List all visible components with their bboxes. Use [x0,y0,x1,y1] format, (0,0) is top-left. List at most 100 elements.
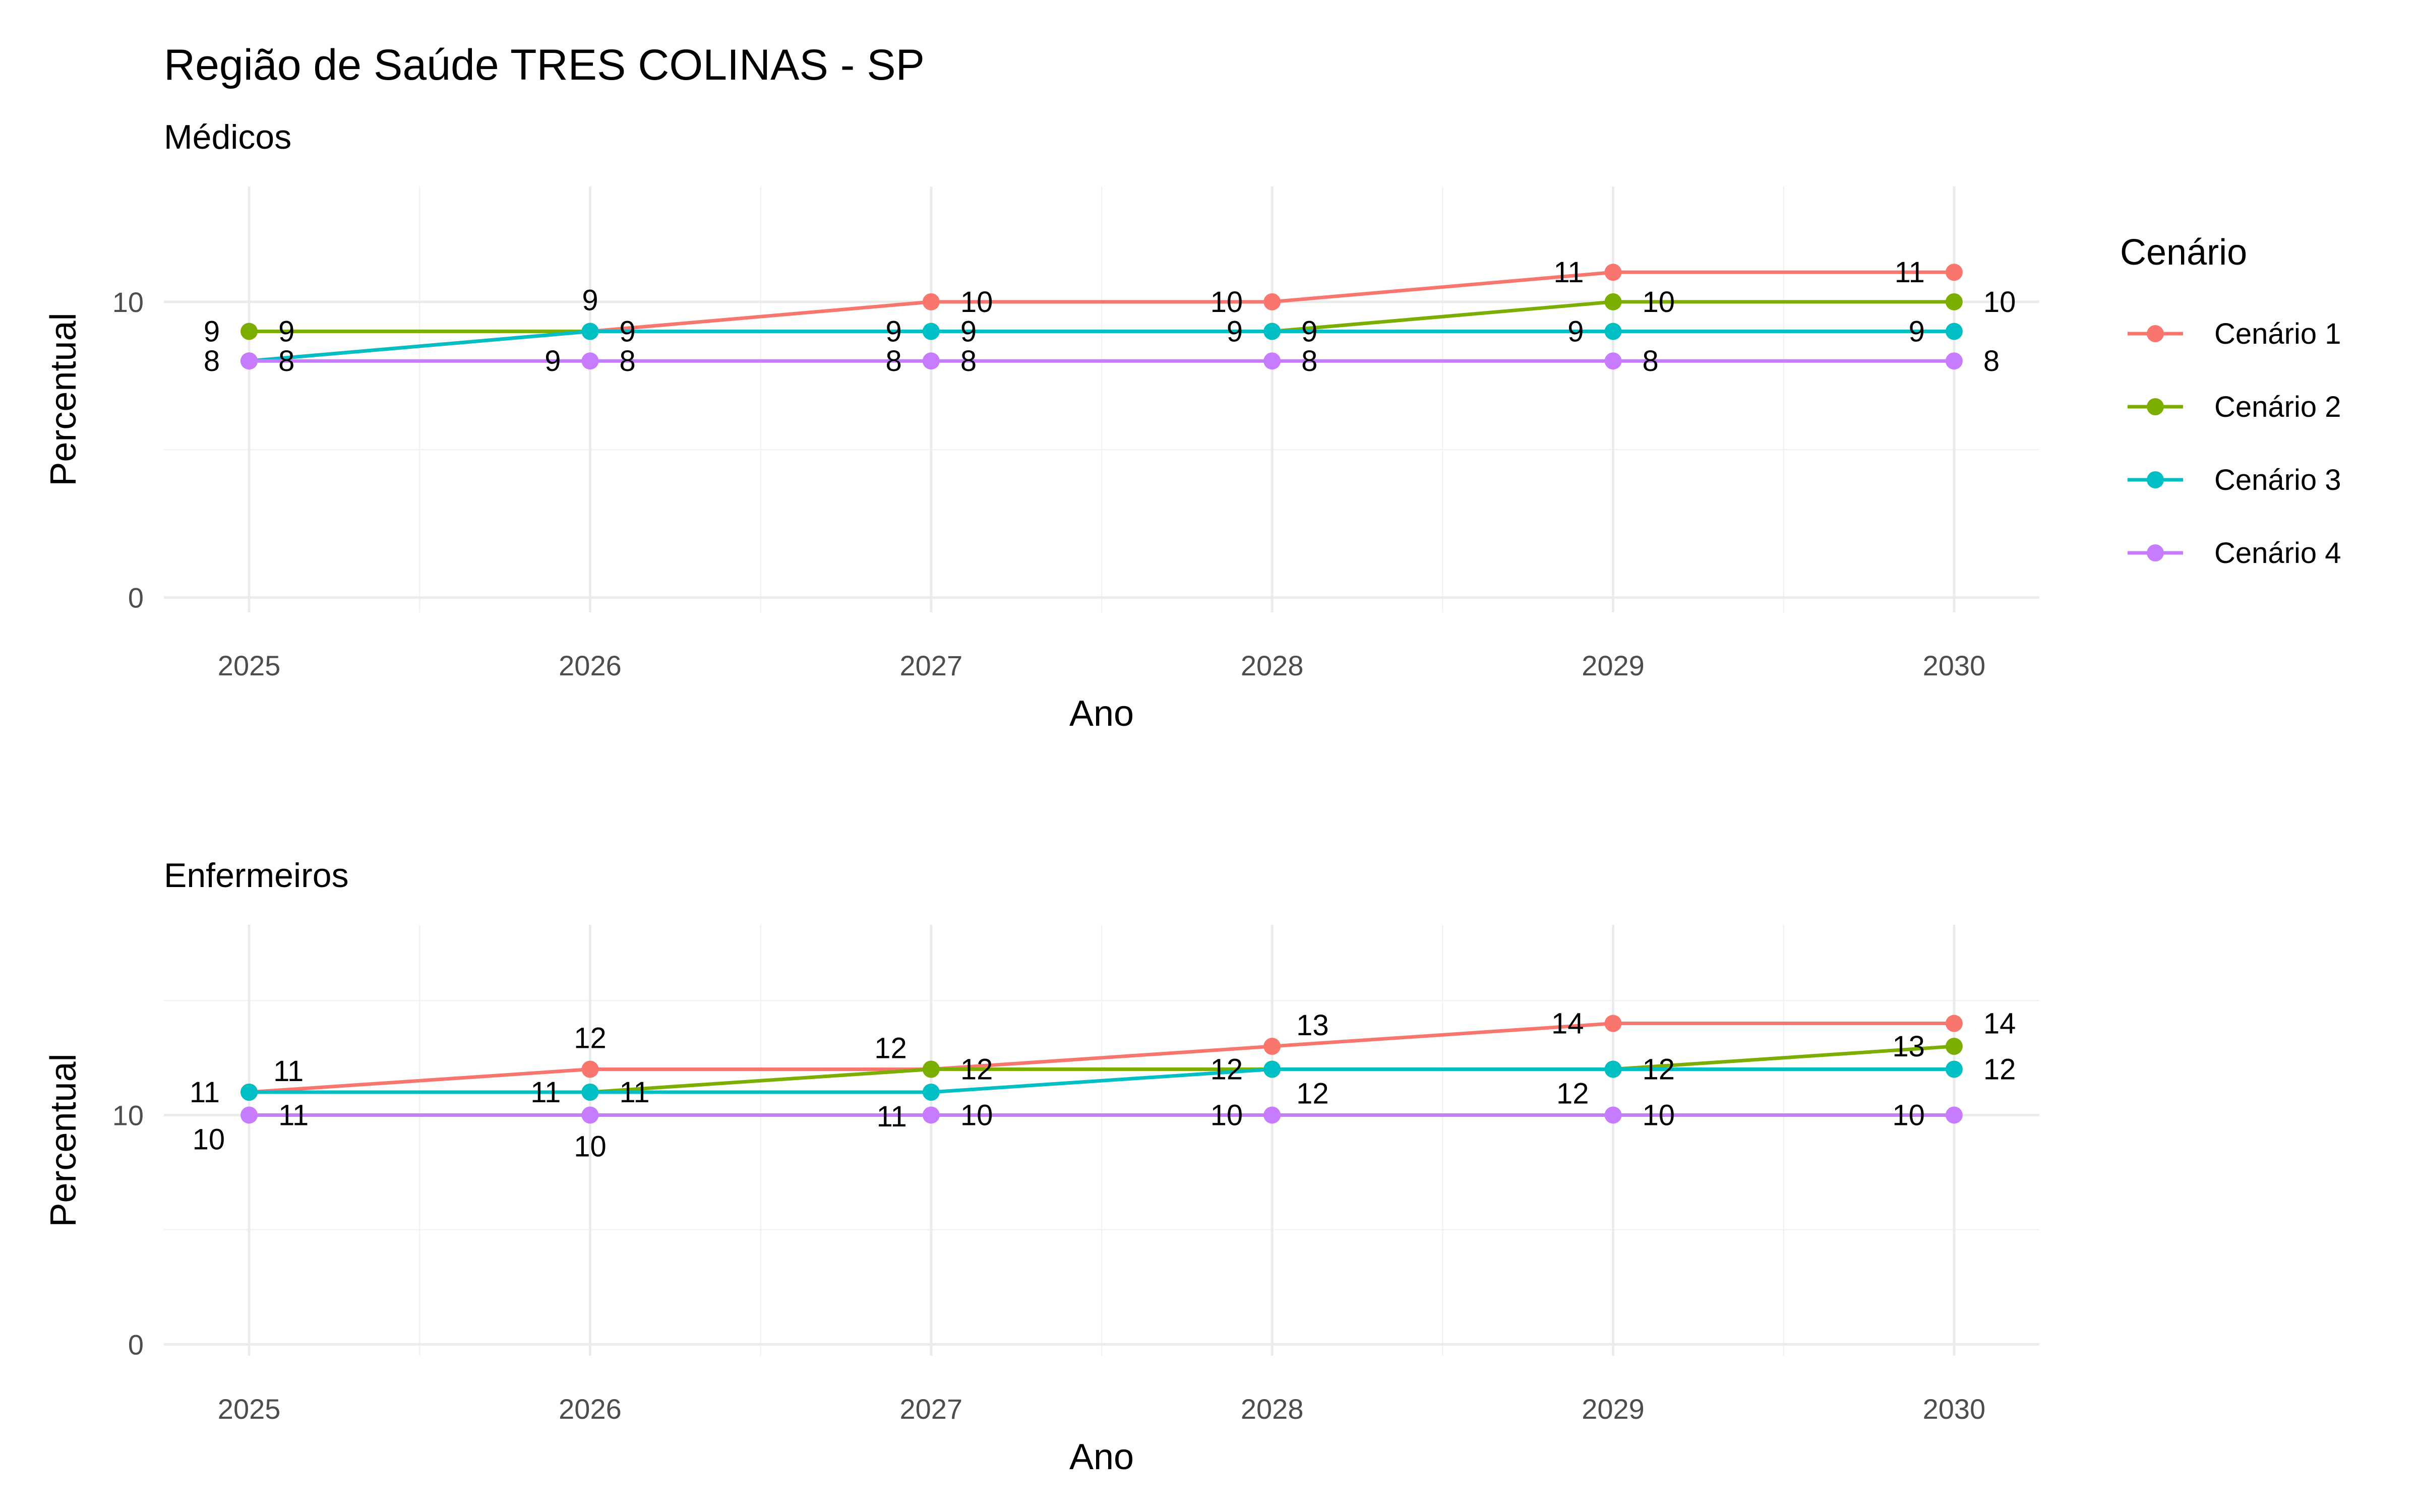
data-point [1604,1060,1622,1078]
x-tick-label: 2028 [1241,1393,1304,1425]
data-point [1945,1060,1963,1078]
data-label: 10 [1211,1099,1243,1131]
data-point [240,323,258,340]
data-label: 9 [1909,316,1925,348]
data-label: 9 [544,345,561,377]
x-tick-label: 2026 [559,1393,622,1425]
x-axis-title: Ano [1069,1437,1134,1477]
data-point [1945,1038,1963,1055]
data-point [1604,293,1622,310]
panel-1: Médicos 0 10 2025 2026 2027 2028 2029 2030 Ano Per… [43,118,2039,734]
panel-subtitle: Médicos [164,118,291,156]
data-label: 12 [1643,1053,1675,1086]
data-label: 8 [1301,345,1317,377]
data-label: 9 [1227,316,1243,348]
series-4 [240,352,1963,370]
data-label: 12 [1296,1078,1329,1110]
data-point [922,1083,940,1101]
data-point [240,1106,258,1124]
legend-key-point [2147,544,2164,561]
y-axis-title: Percentual [43,312,84,486]
data-label: 12 [574,1022,607,1055]
data-label: 8 [1643,345,1659,377]
data-label: 9 [204,316,220,348]
data-labels: 11 11 10 11 12 11 11 10 12 12 11 10 13 12 12 10 14 12 12 10… [190,1007,2016,1163]
data-point [1263,352,1281,370]
data-label: 11 [278,1099,309,1131]
data-point [581,1083,599,1101]
data-label: 14 [1551,1007,1584,1040]
data-label: 10 [1211,286,1243,319]
data-point [1945,352,1963,370]
series-4 [240,1106,1963,1124]
series-line [249,1067,1954,1094]
data-label: 10 [1892,1099,1925,1131]
data-point [1945,293,1963,310]
data-label: 12 [1983,1053,2016,1086]
legend-label: Cenário 1 [2214,318,2341,350]
data-label: 10 [1983,286,2016,319]
data-label: 8 [619,345,635,377]
data-point [1263,323,1281,340]
data-label: 14 [1983,1007,2016,1040]
data-label: 10 [1643,1099,1675,1131]
data-label: 10 [193,1123,225,1156]
data-label: 11 [1895,256,1925,289]
data-point [1604,352,1622,370]
data-point [1263,1038,1281,1055]
data-point [581,1060,599,1078]
data-label: 12 [1211,1053,1243,1086]
data-label: 11 [619,1076,649,1109]
data-point [1945,264,1963,281]
legend-item-2: Cenário 2 [2128,391,2341,423]
data-label: 13 [1892,1030,1925,1063]
legend: Cenário Cenário 1 Cenário 2 Cenário 3 Cenár… [2120,232,2341,570]
x-tick-label: 2027 [900,1393,963,1425]
data-point [240,352,258,370]
data-label: 12 [960,1053,993,1086]
y-tick-label: 10 [112,286,144,318]
series-line [249,1022,1954,1094]
data-label: 8 [1983,345,2000,377]
data-label: 11 [530,1076,561,1109]
y-tick-label: 10 [112,1099,144,1131]
legend-item-1: Cenário 1 [2128,318,2341,350]
panel-subtitle: Enfermeiros [164,856,349,895]
data-point [922,293,940,310]
data-point [1604,264,1622,281]
data-point [1945,1015,1963,1032]
chart-title: Região de Saúde TRES COLINAS - SP [164,41,925,89]
x-tick-label: 2030 [1923,1393,1986,1425]
data-label: 8 [204,345,220,377]
data-label: 12 [1556,1078,1589,1110]
data-point [1604,1015,1622,1032]
data-label: 9 [582,284,598,317]
data-point [1945,323,1963,340]
data-point [1263,1060,1281,1078]
y-tick-label: 0 [128,582,144,614]
data-point [581,323,599,340]
x-tick-label: 2029 [1582,650,1645,681]
data-label: 10 [574,1130,607,1163]
data-label: 9 [619,316,635,348]
data-label: 10 [960,286,993,319]
data-label: 13 [1296,1009,1329,1042]
data-point [581,352,599,370]
data-point [922,323,940,340]
data-label: 8 [960,345,977,377]
x-tick-label: 2029 [1582,1393,1645,1425]
data-point [1604,323,1622,340]
data-point [1263,293,1281,310]
y-tick-label: 0 [128,1329,144,1360]
data-point [1945,1106,1963,1124]
data-label: 11 [190,1076,220,1109]
data-point [581,1106,599,1124]
x-axis-title: Ano [1069,694,1134,734]
y-axis-title: Percentual [43,1053,84,1227]
chart-panels: Médicos 0 10 2025 2026 2027 2028 2029 2030 Ano Per… [43,118,2039,1477]
data-label: 10 [960,1099,993,1131]
data-label: 11 [877,1100,907,1133]
legend-item-3: Cenário 3 [2128,464,2341,496]
data-point [1263,1106,1281,1124]
